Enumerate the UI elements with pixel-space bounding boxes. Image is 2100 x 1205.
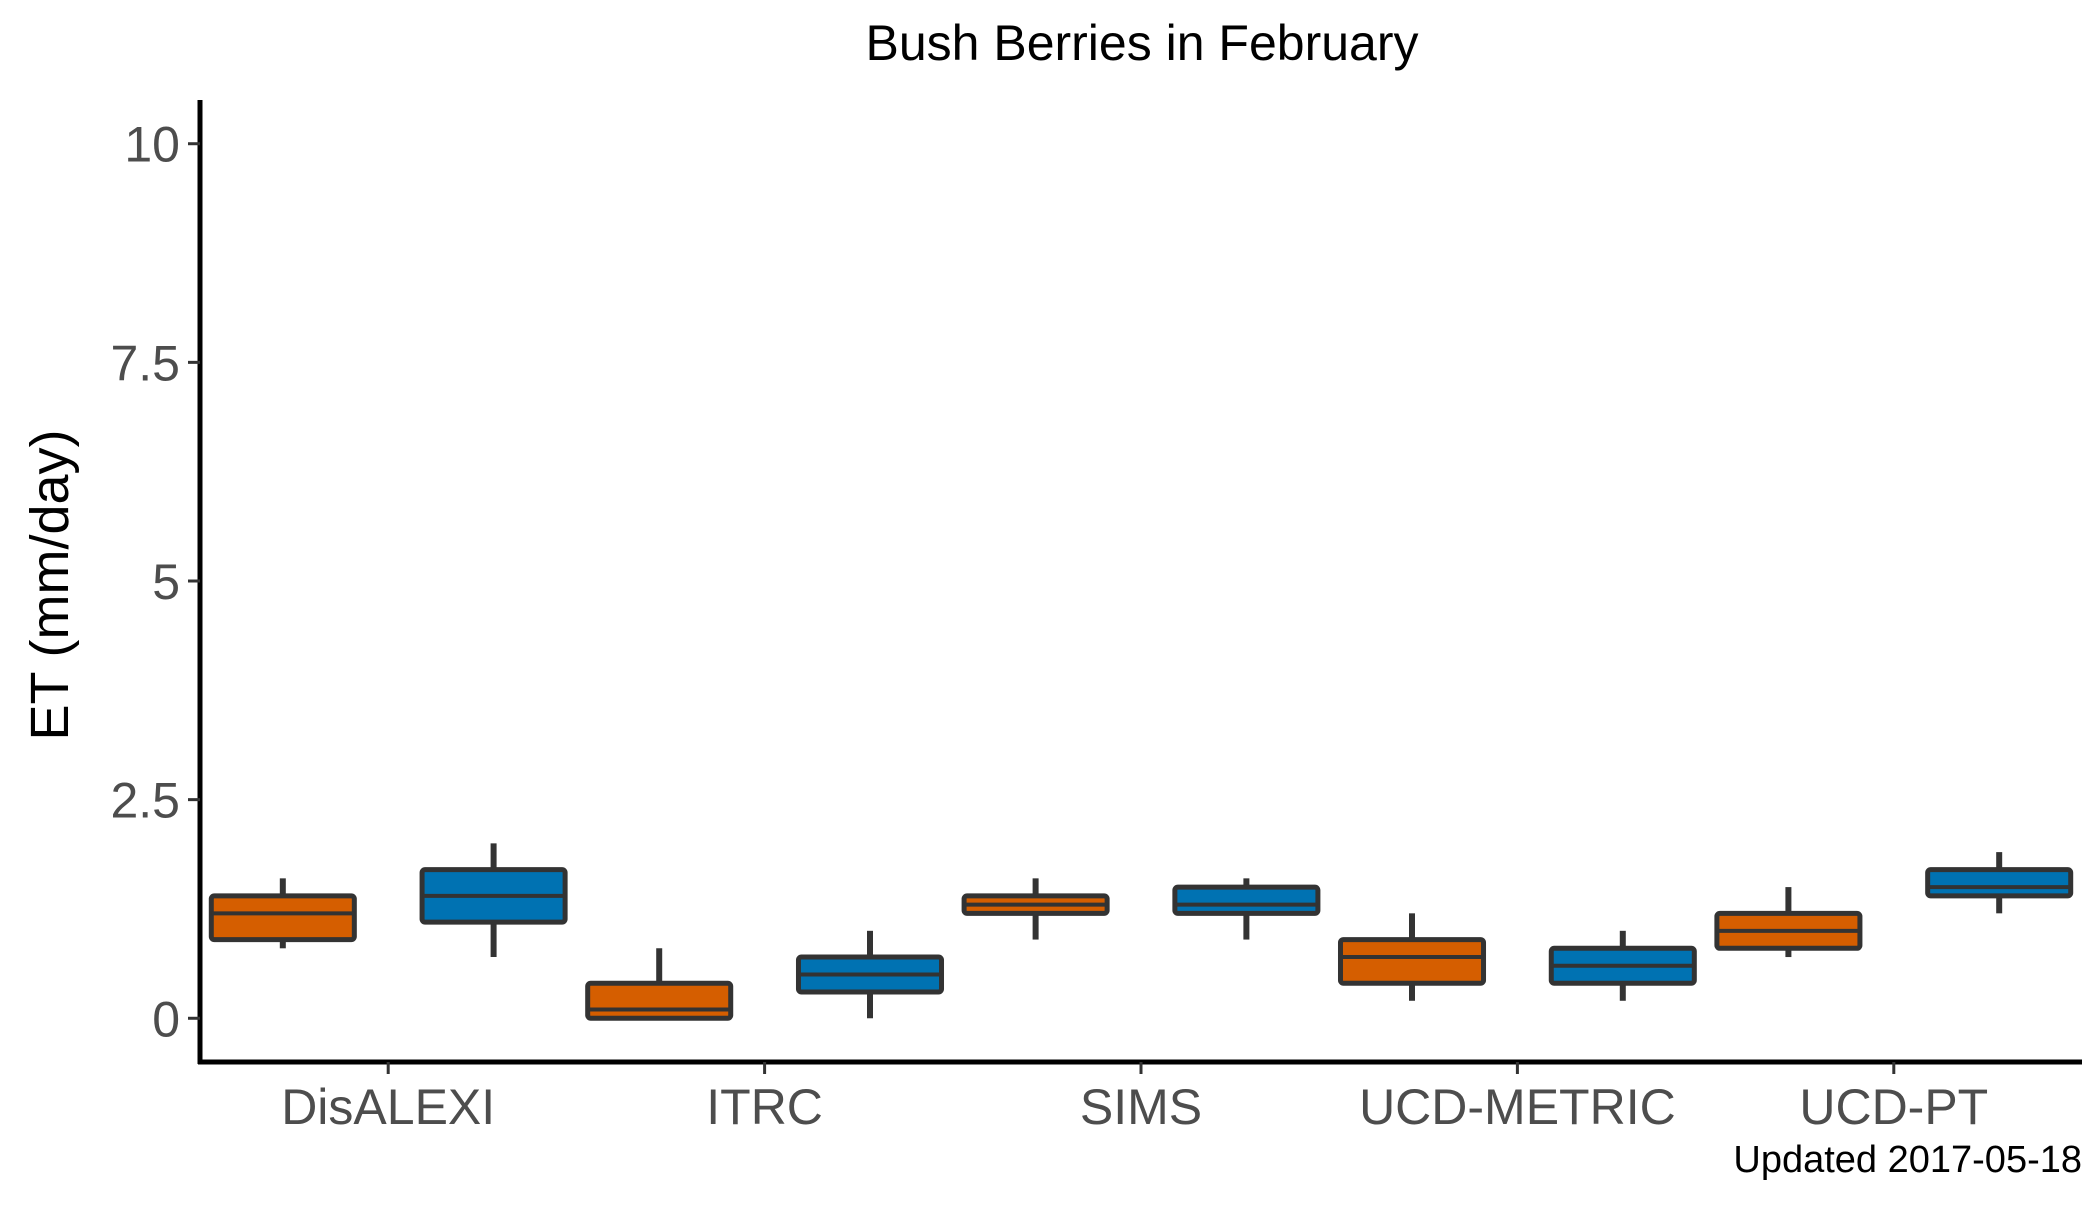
box <box>1925 867 2074 899</box>
y-tick-label: 10 <box>124 117 180 173</box>
y-axis-label: ET (mm/day) <box>20 429 80 740</box>
x-tick-label: UCD-METRIC <box>1359 1079 1676 1135</box>
box <box>585 980 734 1021</box>
x-tick-label: SIMS <box>1080 1079 1202 1135</box>
box <box>1172 884 1321 916</box>
plot-area: 0 2.5 5 7.5 10 DisALEXI ITRC SIMS UCD-METRIC UCD-… <box>110 100 2082 1135</box>
x-tick-label: UCD-PT <box>1799 1079 1988 1135</box>
x-tick-label: ITRC <box>706 1079 823 1135</box>
y-tick-label: 0 <box>152 991 180 1047</box>
chart-title: Bush Berries in February <box>865 15 1418 71</box>
box <box>1337 937 1487 986</box>
y-tick-label: 5 <box>152 554 180 610</box>
y-tick-label: 7.5 <box>110 335 180 391</box>
y-tick-label: 2.5 <box>110 773 180 829</box>
box <box>208 893 357 943</box>
x-tick-label: DisALEXI <box>281 1079 495 1135</box>
footnote: Updated 2017-05-18 <box>1733 1139 2082 1181</box>
